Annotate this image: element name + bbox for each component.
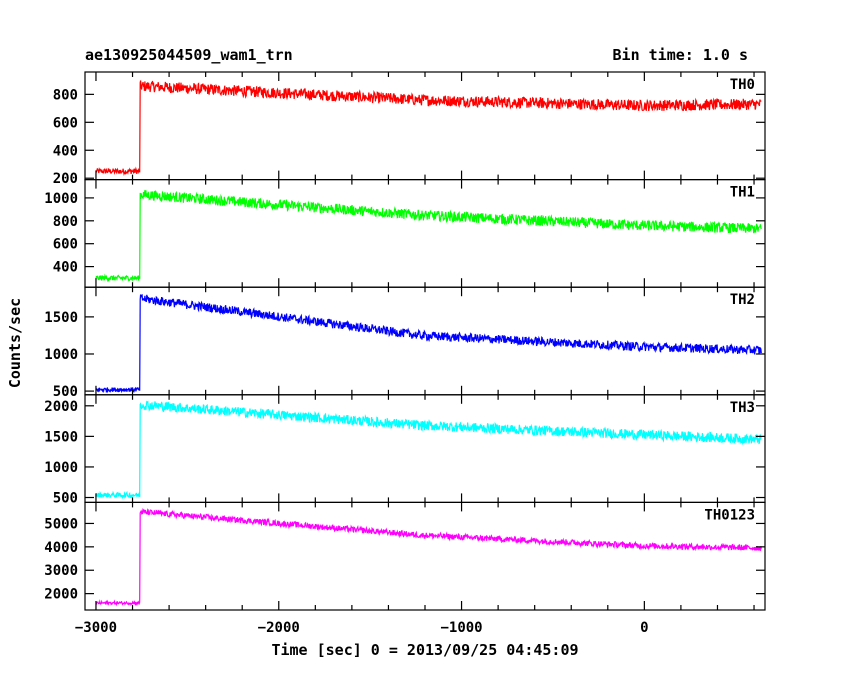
panel-label-th2: TH2 (730, 292, 755, 308)
panel-frame (84, 394, 766, 503)
x-tick-label: −1000 (440, 620, 482, 636)
panel-label-th0123: TH0123 (704, 507, 755, 523)
y-tick-label: 2000 (44, 399, 78, 415)
panel-label-th1: TH1 (730, 185, 755, 201)
chart-title-left: ae130925044509_wam1_trn (85, 46, 293, 64)
series-line-th0 (95, 80, 762, 176)
panel-th2: 500 1000 1500 TH2 (44, 286, 766, 400)
y-tick-label: 400 (53, 260, 78, 276)
y-tick-label: 1500 (44, 429, 78, 445)
chart-title-right: Bin time: 1.0 s (613, 46, 748, 64)
x-tick-label: 0 (640, 620, 648, 636)
panel-th1: 400 600 800 1000 TH1 (44, 179, 766, 288)
y-tick-label: 600 (53, 237, 78, 253)
series-line-th0123 (95, 508, 762, 607)
y-tick-label: 200 (53, 171, 78, 187)
y-tick-label: 400 (53, 143, 78, 159)
panel-frame (84, 501, 766, 611)
panels-group: 200 400 600 800 TH0 400 600 800 1000 TH1 500 1000 15… (44, 71, 766, 636)
panel-label-th0: TH0 (730, 77, 755, 93)
series-line-th3 (95, 400, 762, 500)
y-tick-label: 1000 (44, 191, 78, 207)
y-tick-label: 4000 (44, 540, 78, 556)
panel-label-th3: TH3 (730, 400, 755, 416)
y-tick-label: 600 (53, 115, 78, 131)
y-tick-label: 5000 (44, 516, 78, 532)
y-tick-label: 1000 (44, 460, 78, 476)
y-tick-label: 1500 (44, 310, 78, 326)
series-line-th2 (95, 293, 762, 394)
series-line-th1 (95, 190, 762, 283)
y-tick-label: 2000 (44, 587, 78, 603)
y-tick-label: 3000 (44, 563, 78, 579)
x-axis-label: Time [sec] 0 = 2013/09/25 04:45:09 (271, 641, 578, 659)
y-tick-label: 1000 (44, 347, 78, 363)
panel-th0123: 2000 3000 4000 5000 TH0123 (44, 501, 766, 611)
y-axis-label: Counts/sec (6, 298, 24, 388)
y-tick-label: 500 (53, 491, 78, 507)
x-tick-label: −3000 (75, 620, 117, 636)
y-tick-label: 500 (53, 384, 78, 400)
y-tick-label: 800 (53, 214, 78, 230)
x-tick-label: −2000 (258, 620, 300, 636)
y-tick-label: 800 (53, 87, 78, 103)
panel-th0: 200 400 600 800 TH0 (53, 71, 766, 187)
panel-th3: 500 1000 1500 2000 TH3 (44, 394, 766, 507)
